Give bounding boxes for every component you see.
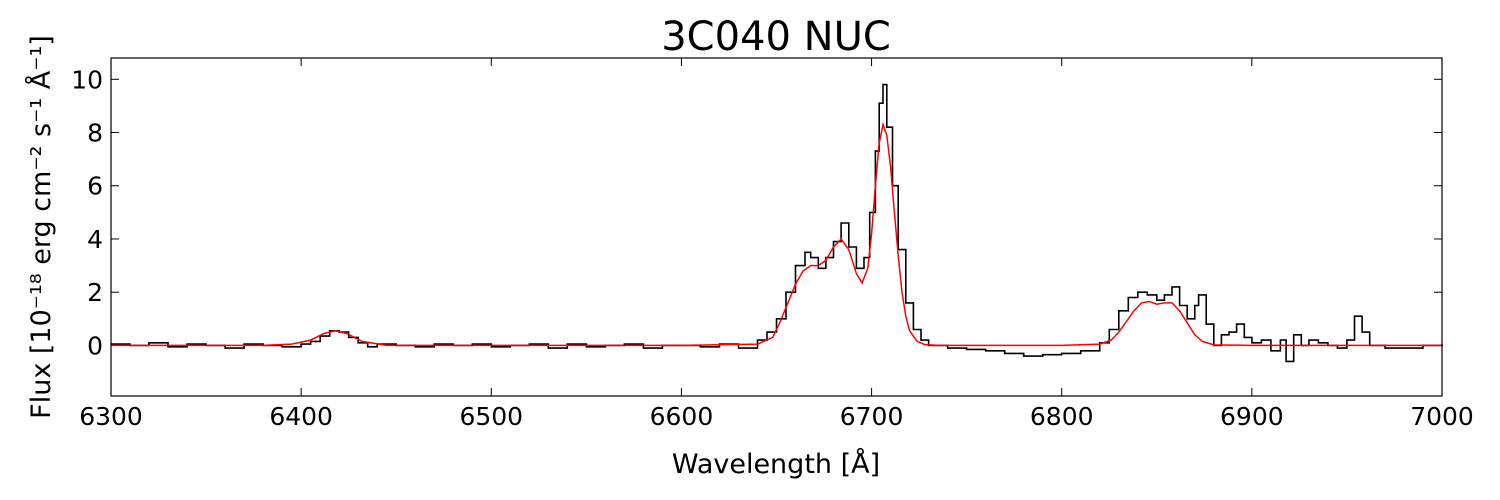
y-tick-label: 10 — [71, 65, 103, 94]
plot-area — [111, 58, 1442, 396]
y-tick-label: 8 — [87, 119, 103, 148]
x-axis-label: Wavelength [Å] — [672, 448, 880, 480]
x-tick-label: 6500 — [459, 402, 523, 431]
x-tick-label: 6700 — [840, 402, 904, 431]
y-tick-label: 0 — [87, 331, 103, 360]
observed-spectrum-line — [111, 83, 1443, 363]
chart-title: 3C040 NUC — [661, 14, 891, 60]
plot-frame — [110, 57, 1443, 397]
model-fit-line — [111, 121, 1442, 347]
series-layer — [111, 83, 1443, 363]
x-tick-label: 6600 — [650, 402, 714, 431]
ticks-layer: 6300 6400 6500 6600 6700 6800 6900 7000 0 2 4 6 8 10 — [71, 58, 1474, 431]
x-tick-label: 7000 — [1410, 402, 1474, 431]
x-tick-label: 6300 — [79, 402, 143, 431]
y-tick-label: 2 — [87, 278, 103, 307]
x-tick-label: 6400 — [269, 402, 333, 431]
x-tick-label: 6800 — [1030, 402, 1094, 431]
y-tick-label: 6 — [87, 172, 103, 201]
y-tick-label: 4 — [87, 225, 103, 254]
y-axis-label: Flux [10⁻¹⁸ erg cm⁻² s⁻¹ Å⁻¹] — [25, 35, 57, 419]
x-tick-label: 6900 — [1220, 402, 1284, 431]
